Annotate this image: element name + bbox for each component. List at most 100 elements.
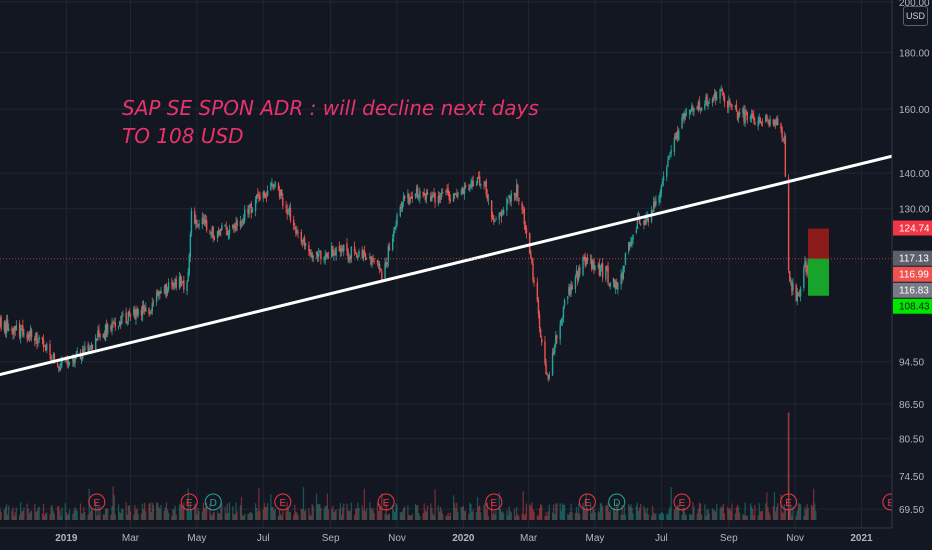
volume-bar: [454, 503, 456, 520]
candle-body: [754, 121, 756, 125]
candle-body: [708, 102, 710, 104]
volume-bar: [301, 508, 303, 520]
candle-body: [685, 112, 688, 114]
volume-bar: [540, 503, 542, 520]
volume-bar: [355, 508, 357, 520]
candle-body: [563, 299, 566, 307]
volume-bar: [734, 513, 736, 520]
volume-bar: [514, 515, 517, 520]
volume-bar: [61, 507, 63, 520]
volume-bar: [684, 513, 686, 520]
candle-body: [353, 246, 356, 252]
volume-bar: [66, 514, 69, 520]
currency-badge[interactable]: USD: [903, 6, 928, 26]
candle-body: [749, 116, 752, 120]
volume-bar: [777, 503, 779, 520]
candle-body: [622, 265, 624, 280]
volume-bar: [308, 508, 310, 520]
candle-body: [196, 220, 198, 226]
time-axis[interactable]: 2019 Mar May Jul Sep Nov 2020 Mar May Jul Sep Nov 20…: [0, 527, 932, 550]
candle-body: [67, 361, 70, 365]
volume-bar: [196, 514, 198, 520]
volume-bar: [605, 505, 607, 520]
candle-body: [338, 245, 341, 252]
volume-bar: [0, 507, 1, 520]
volume-bar: [712, 510, 715, 520]
volume-bar: [507, 515, 509, 520]
candle-body: [635, 229, 638, 233]
position-tool[interactable]: [0, 228, 892, 296]
candle-body: [445, 191, 447, 193]
volume-bar: [76, 511, 78, 520]
candle-body: [539, 329, 542, 338]
candle-body: [773, 120, 776, 126]
candle-body: [455, 193, 457, 194]
candle-body: [37, 340, 39, 343]
trendline[interactable]: [0, 151, 907, 377]
volume-bar: [343, 503, 345, 520]
candle-body: [501, 214, 504, 216]
candle-body: [439, 197, 442, 199]
candle-body: [301, 240, 304, 243]
time-tick-label: 2020: [452, 533, 475, 544]
candle-body: [300, 231, 303, 242]
candle-body: [759, 118, 762, 124]
volume-bar: [430, 503, 432, 520]
candle-body: [803, 267, 805, 288]
volume-bar: [551, 512, 554, 520]
candle-body: [233, 224, 235, 228]
volume-bar: [632, 513, 634, 520]
earnings-marker-circle: [180, 493, 198, 511]
volume-bar: [578, 503, 580, 520]
volume-bar: [562, 504, 565, 520]
candle-body: [145, 307, 147, 312]
candle-body: [669, 154, 671, 156]
volume-bar: [369, 502, 371, 520]
candle-body: [377, 263, 380, 265]
volume-bar: [593, 508, 595, 520]
candle-body: [643, 220, 645, 225]
candle-body: [536, 282, 539, 302]
volume-bar: [623, 506, 625, 520]
candle-body: [480, 184, 482, 186]
candle-body: [758, 117, 760, 122]
volume-bar: [243, 515, 245, 520]
candle-body: [340, 248, 343, 251]
volume-bar: [499, 508, 501, 520]
candle-body: [190, 210, 193, 234]
volume-bar: [11, 510, 13, 520]
candle-body: [203, 219, 206, 224]
time-tick-label: Mar: [122, 533, 140, 544]
earnings-marker-circle: [88, 493, 106, 511]
candle-body: [719, 88, 721, 99]
candle-body: [632, 234, 634, 240]
volume-bar: [722, 503, 724, 520]
candle-body: [380, 269, 382, 270]
volume-bar: [135, 509, 137, 520]
candle-body: [598, 263, 601, 275]
candle-body: [568, 287, 570, 295]
volume-bar: [52, 510, 54, 520]
price-label-text: 117.13: [899, 254, 929, 265]
volume-bar: [395, 502, 397, 520]
candle-body: [59, 367, 61, 371]
volume-bar: [620, 514, 622, 520]
candle-body: [486, 194, 489, 200]
volume-bar: [219, 513, 221, 520]
volume-bar: [282, 511, 284, 520]
volume-bar: [422, 513, 424, 520]
candle-body: [575, 270, 578, 276]
volume-bar: [266, 503, 269, 520]
volume-bar: [590, 502, 592, 520]
volume-bar: [57, 506, 59, 520]
volume-bar: [503, 512, 505, 520]
candle-body: [160, 291, 162, 294]
candle-body: [620, 273, 622, 285]
volume-bar: [302, 487, 305, 520]
candle-body: [350, 246, 353, 259]
candle-body: [8, 328, 10, 331]
volume-bar: [689, 514, 691, 520]
volume-bar: [570, 503, 572, 520]
earnings-marker-label: E: [279, 498, 286, 509]
